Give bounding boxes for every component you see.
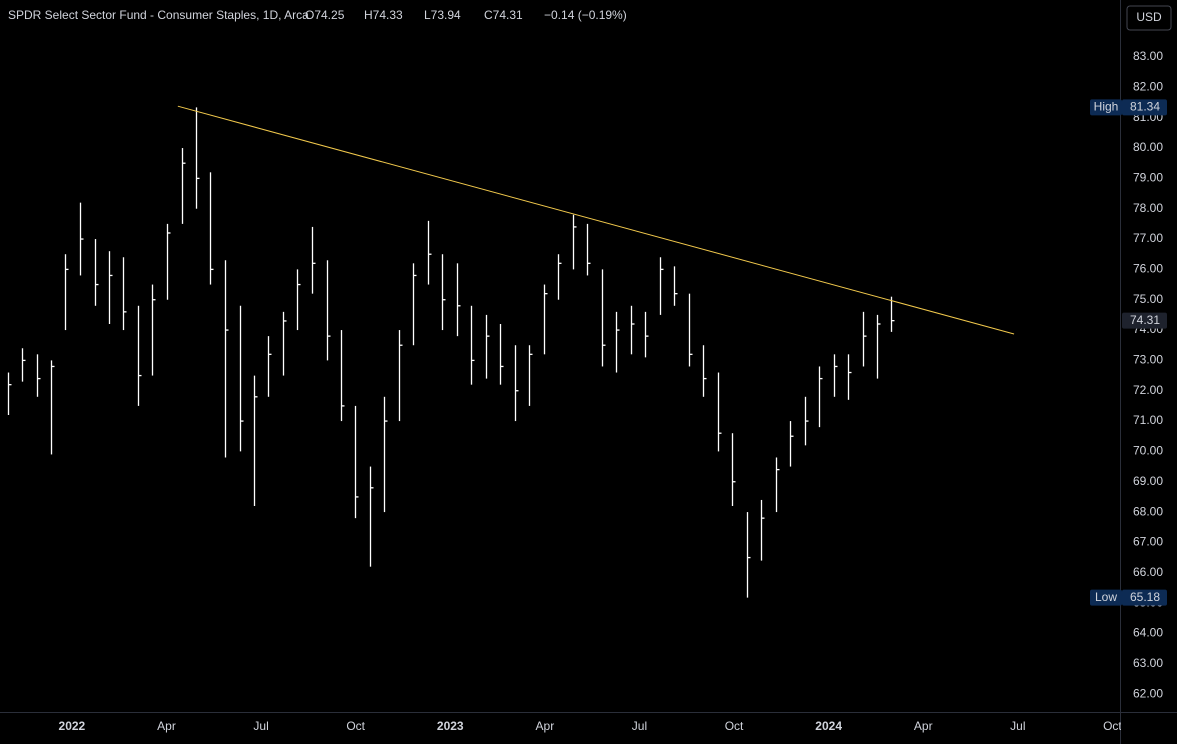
low-tag-bg	[1090, 589, 1122, 606]
y-tick-label: 76.00	[1133, 262, 1163, 276]
y-tick-label: 62.00	[1133, 686, 1163, 700]
y-tick-label: 66.00	[1133, 565, 1163, 579]
x-tick-label: 2022	[59, 719, 86, 733]
y-tick-label: 82.00	[1133, 80, 1163, 94]
x-tick-label: Oct	[1103, 719, 1122, 733]
x-tick-label: 2023	[437, 719, 464, 733]
high-value-bg	[1122, 99, 1167, 116]
high-tag-bg	[1090, 99, 1122, 116]
ohlc-value: L73.94	[424, 8, 461, 22]
ohlc-value: H74.33	[364, 8, 403, 22]
y-tick-label: 77.00	[1133, 231, 1163, 245]
ohlc-value: C74.31	[484, 8, 523, 22]
x-tick-label: 2024	[815, 719, 842, 733]
y-tick-label: 78.00	[1133, 201, 1163, 215]
last-price: 74.31	[1130, 313, 1160, 327]
x-tick-label: Jul	[1010, 719, 1025, 733]
x-tick-label: Oct	[346, 719, 365, 733]
y-tick-label: 71.00	[1133, 413, 1163, 427]
currency-label: USD	[1136, 10, 1162, 24]
ohlc-value: −0.14 (−0.19%)	[544, 8, 627, 22]
y-tick-label: 72.00	[1133, 383, 1163, 397]
axis-corner	[1121, 713, 1177, 744]
x-tick-label: Jul	[632, 719, 647, 733]
y-tick-label: 69.00	[1133, 474, 1163, 488]
y-tick-label: 83.00	[1133, 49, 1163, 63]
last-price-bg	[1122, 312, 1167, 329]
y-tick-label: 70.00	[1133, 444, 1163, 458]
y-tick-label: 79.00	[1133, 171, 1163, 185]
plot-area	[7, 105, 1015, 598]
currency-button[interactable]	[1126, 5, 1172, 31]
high-value: 81.34	[1130, 100, 1160, 114]
trendline	[177, 105, 1015, 335]
y-tick-label: 80.00	[1133, 140, 1163, 154]
y-tick-label: 73.00	[1133, 353, 1163, 367]
low-value-bg	[1122, 589, 1167, 606]
x-tick-label: Apr	[536, 719, 555, 733]
x-tick-label: Apr	[914, 719, 933, 733]
axes: 62.0063.0064.0065.0066.0067.0068.0069.00…	[59, 49, 1177, 744]
y-tick-label: 68.00	[1133, 504, 1163, 518]
high-tag: High	[1094, 100, 1119, 114]
x-tick-label: Oct	[725, 719, 744, 733]
ohlc-value: O74.25	[305, 8, 345, 22]
y-tick-label: 67.00	[1133, 535, 1163, 549]
y-tick-label: 75.00	[1133, 292, 1163, 306]
chart-title: SPDR Select Sector Fund - Consumer Stapl…	[8, 8, 309, 22]
overlay: SPDR Select Sector Fund - Consumer Stapl…	[8, 5, 1172, 606]
low-tag: Low	[1095, 590, 1117, 604]
low-value: 65.18	[1130, 590, 1160, 604]
y-tick-label: 63.00	[1133, 656, 1163, 670]
x-tick-label: Apr	[157, 719, 176, 733]
y-tick-label: 64.00	[1133, 626, 1163, 640]
x-tick-label: Jul	[253, 719, 268, 733]
